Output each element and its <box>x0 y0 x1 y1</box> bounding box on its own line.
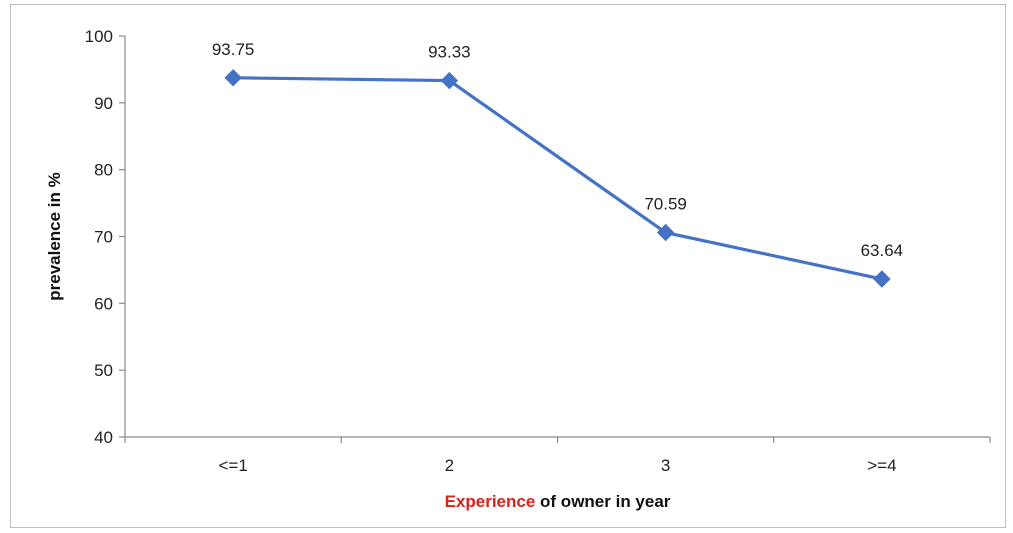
y-tick-label: 50 <box>94 361 113 380</box>
data-label: 93.75 <box>212 40 255 59</box>
y-tick-label: 90 <box>94 94 113 113</box>
series-line <box>233 76 883 281</box>
plot-area: 93.75 93.33 70.59 63.64 <box>212 40 904 288</box>
data-point-marker <box>224 69 242 87</box>
data-point-marker <box>656 223 675 242</box>
y-tick-label: 60 <box>94 294 113 313</box>
x-tick-label: <=1 <box>218 456 247 475</box>
x-axis: <=1 2 3 >=4 <box>124 436 991 475</box>
x-tick-label: >=4 <box>867 456 896 475</box>
y-tick-label: 40 <box>94 428 113 447</box>
y-tick-label: 100 <box>85 27 113 46</box>
x-tick-label: 2 <box>445 456 454 475</box>
data-label: 70.59 <box>644 195 687 214</box>
data-point-marker <box>440 71 459 90</box>
x-axis-title-highlight: Experience <box>445 492 536 511</box>
x-axis-title-rest: of owner in year <box>535 492 670 511</box>
y-tick-label: 70 <box>94 228 113 247</box>
data-label: 93.33 <box>428 43 471 62</box>
y-axis: 40 50 60 70 80 90 100 <box>85 27 126 447</box>
y-axis-title: prevalence in % <box>45 172 64 301</box>
x-tick-label: 3 <box>661 456 670 475</box>
x-axis-title: Experience of owner in year <box>445 492 671 511</box>
data-label: 63.64 <box>861 241 904 260</box>
data-point-marker <box>873 270 891 288</box>
chart-frame <box>10 4 1006 528</box>
y-tick-label: 80 <box>94 161 113 180</box>
